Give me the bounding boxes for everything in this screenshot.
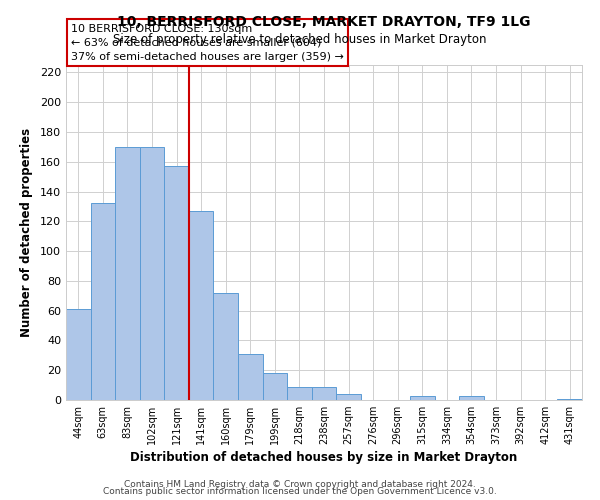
Bar (214, 293, 238, 400)
Bar (410, 396, 434, 400)
Bar (287, 386, 312, 400)
Title: 10, BERRISFORD CLOSE, MARKET DRAYTON, TF9 1LG: 10, BERRISFORD CLOSE, MARKET DRAYTON, TF… (117, 15, 531, 29)
Text: Contains public sector information licensed under the Open Government Licence v3: Contains public sector information licen… (103, 487, 497, 496)
Text: Contains HM Land Registry data © Crown copyright and database right 2024.: Contains HM Land Registry data © Crown c… (124, 480, 476, 489)
Bar (336, 394, 361, 400)
Bar (459, 396, 484, 400)
Bar (189, 211, 214, 400)
Text: 10 BERRISFORD CLOSE: 130sqm
← 63% of detached houses are smaller (604)
37% of se: 10 BERRISFORD CLOSE: 130sqm ← 63% of det… (71, 24, 344, 62)
X-axis label: Distribution of detached houses by size in Market Drayton: Distribution of detached houses by size … (130, 452, 518, 464)
Bar (238, 354, 263, 400)
Bar (312, 386, 336, 400)
Text: Size of property relative to detached houses in Market Drayton: Size of property relative to detached ho… (113, 32, 487, 46)
Bar (66, 309, 91, 400)
Y-axis label: Number of detached properties: Number of detached properties (20, 128, 33, 337)
Bar (91, 204, 115, 400)
Bar (263, 373, 287, 400)
Bar (140, 147, 164, 400)
Bar (115, 147, 140, 400)
Bar (557, 398, 582, 400)
Bar (164, 166, 189, 400)
